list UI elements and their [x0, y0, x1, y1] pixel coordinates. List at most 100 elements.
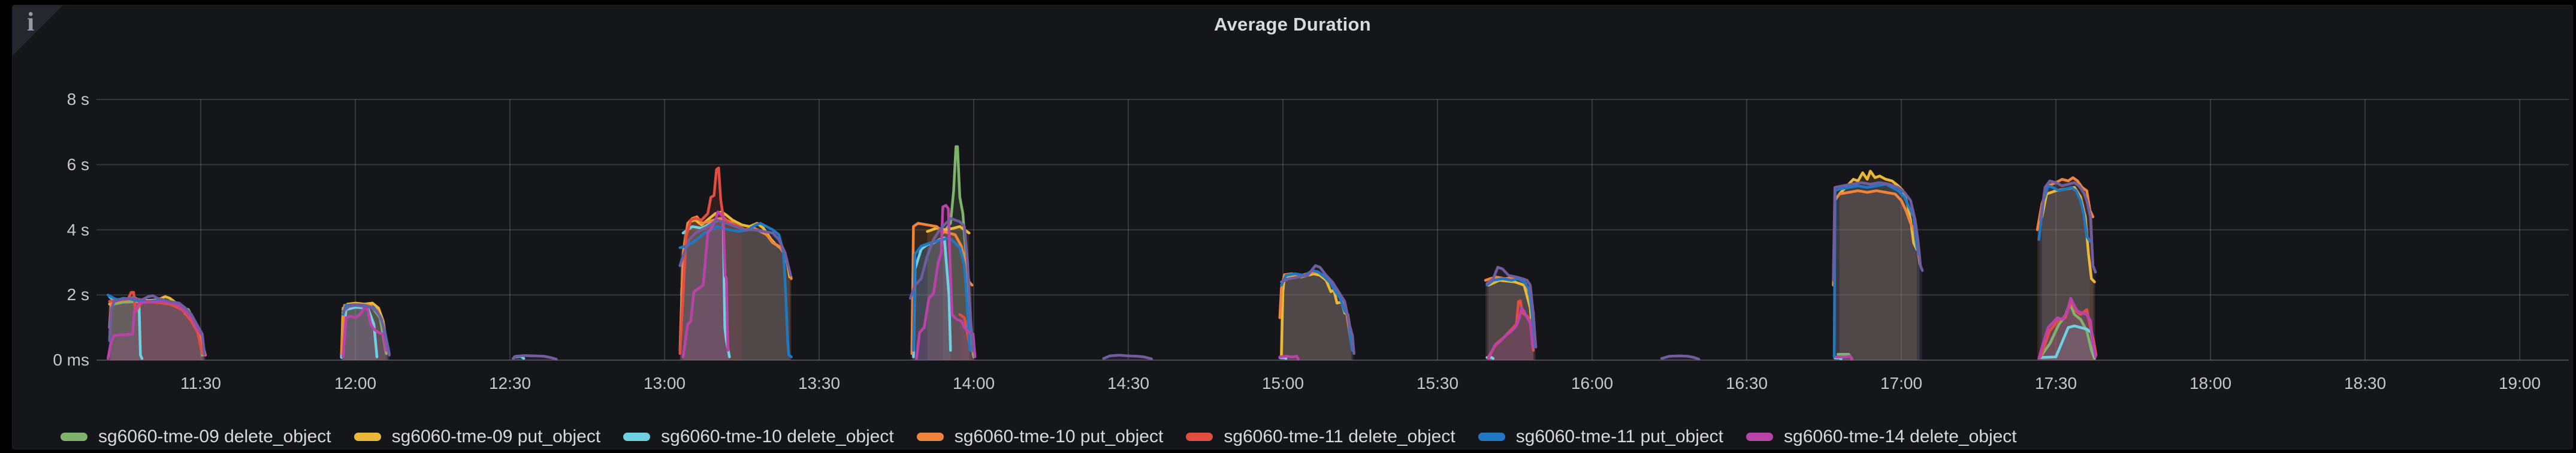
time-series-plot[interactable]	[13, 5, 2572, 449]
legend-label: sg6060-tme-10 put_object	[954, 427, 1164, 446]
x-tick-label: 17:30	[2034, 374, 2077, 392]
panel-info-corner[interactable]: i	[13, 5, 63, 56]
series-line	[1280, 264, 1355, 355]
x-tick-label: 13:30	[798, 374, 841, 392]
series-line	[1835, 355, 1853, 361]
series-line	[2037, 297, 2097, 360]
series-line	[908, 217, 975, 352]
legend-item[interactable]: sg6060-tme-09 delete_object	[61, 427, 331, 447]
series-area	[1833, 191, 1920, 360]
x-tick-label: 14:30	[1107, 374, 1150, 392]
legend-swatch-icon	[61, 433, 87, 441]
series-area	[680, 220, 791, 360]
x-tick-label: 15:30	[1416, 374, 1459, 392]
series-line	[958, 313, 976, 354]
x-tick-label: 19:00	[2498, 374, 2541, 392]
series-line	[1102, 354, 1153, 361]
series-line	[342, 304, 391, 357]
series-line	[2039, 301, 2096, 360]
series-area	[1839, 171, 1917, 360]
series-line	[1278, 355, 1300, 361]
series-area	[108, 295, 205, 360]
series-area	[109, 295, 205, 360]
legend: sg6060-tme-09 delete_object sg6060-tme-09…	[61, 425, 2017, 449]
series-area	[343, 305, 389, 360]
series-area	[680, 216, 792, 360]
x-tick-label: 12:30	[488, 374, 531, 392]
series-line	[678, 218, 792, 277]
series-line	[106, 300, 206, 360]
series-area	[1487, 267, 1536, 360]
panel-title[interactable]: Average Duration	[1213, 14, 1372, 35]
x-tick-label: 18:00	[2189, 374, 2232, 392]
series-area	[1488, 308, 1533, 360]
x-tick-label: 17:00	[1880, 374, 1923, 392]
series-line	[1832, 189, 1922, 287]
y-tick-label: 6 s	[67, 155, 89, 174]
series-area	[683, 220, 730, 360]
info-icon: i	[27, 7, 35, 37]
average-duration-panel[interactable]: i Average Duration 0 ms 2 s 4 s 6 s 8 s 11:3…	[12, 5, 2573, 449]
x-tick-label: 15:00	[1261, 374, 1304, 392]
series-area	[1834, 184, 1919, 360]
series-line	[2039, 179, 2097, 274]
series-line	[1838, 170, 1919, 251]
series-line	[2037, 184, 2092, 243]
legend-swatch-icon	[354, 433, 381, 441]
series-area	[1485, 277, 1535, 360]
y-tick-label: 0 ms	[53, 351, 89, 369]
legend-label: sg6060-tme-10 delete_object	[661, 427, 894, 446]
legend-swatch-icon	[1478, 433, 1505, 441]
series-line	[1660, 354, 1701, 361]
legend-label: sg6060-tme-09 put_object	[391, 427, 601, 446]
series-line	[912, 236, 972, 352]
series-line	[342, 306, 388, 358]
series-area	[2042, 187, 2095, 360]
series-line	[1485, 265, 1538, 349]
legend-label: sg6060-tme-11 delete_object	[1224, 427, 1455, 446]
x-tick-label: 16:00	[1571, 374, 1614, 392]
series-area	[683, 212, 728, 360]
legend-swatch-icon	[916, 433, 944, 441]
x-tick-label: 12:00	[334, 374, 377, 392]
series-line	[910, 222, 974, 355]
series-area	[680, 223, 792, 360]
legend-swatch-icon	[623, 433, 651, 441]
series-area	[1487, 279, 1534, 360]
y-tick-label: 8 s	[67, 90, 89, 108]
series-area	[913, 238, 970, 360]
x-tick-label: 14:00	[952, 374, 995, 392]
series-line	[511, 354, 558, 361]
y-tick-label: 4 s	[67, 220, 89, 239]
series-line	[108, 294, 206, 355]
x-tick-label: 18:30	[2344, 374, 2387, 392]
legend-item[interactable]: sg6060-tme-09 put_object	[354, 427, 601, 447]
legend-item[interactable]: sg6060-tme-10 delete_object	[623, 427, 894, 447]
series-line	[678, 166, 744, 355]
legend-item[interactable]: sg6060-tme-10 put_object	[916, 427, 1164, 447]
series-area	[1281, 273, 1351, 360]
series-area	[1281, 265, 1354, 360]
series-line	[681, 210, 730, 358]
series-line	[1832, 181, 1924, 282]
legend-item[interactable]: sg6060-tme-11 put_object	[1478, 427, 1723, 447]
legend-label: sg6060-tme-09 delete_object	[98, 427, 331, 446]
series-line	[915, 204, 977, 360]
legend-label: sg6060-tme-11 put_object	[1515, 427, 1724, 446]
legend-swatch-icon	[1186, 433, 1213, 441]
series-area	[108, 301, 205, 360]
x-tick-label: 11:30	[180, 374, 221, 392]
series-area	[2040, 325, 2095, 360]
series-line	[1487, 306, 1535, 360]
x-tick-label: 13:00	[643, 374, 686, 392]
legend-item[interactable]: sg6060-tme-14 delete_object	[1746, 427, 2017, 447]
legend-label: sg6060-tme-14 delete_object	[1784, 427, 2017, 446]
legend-item[interactable]: sg6060-tme-11 delete_object	[1186, 427, 1455, 447]
x-tick-label: 16:30	[1725, 374, 1768, 392]
legend-swatch-icon	[1746, 433, 1774, 441]
series-area	[1833, 182, 1923, 360]
series-area	[681, 212, 790, 360]
series-area	[341, 307, 378, 360]
y-tick-label: 2 s	[67, 285, 89, 304]
